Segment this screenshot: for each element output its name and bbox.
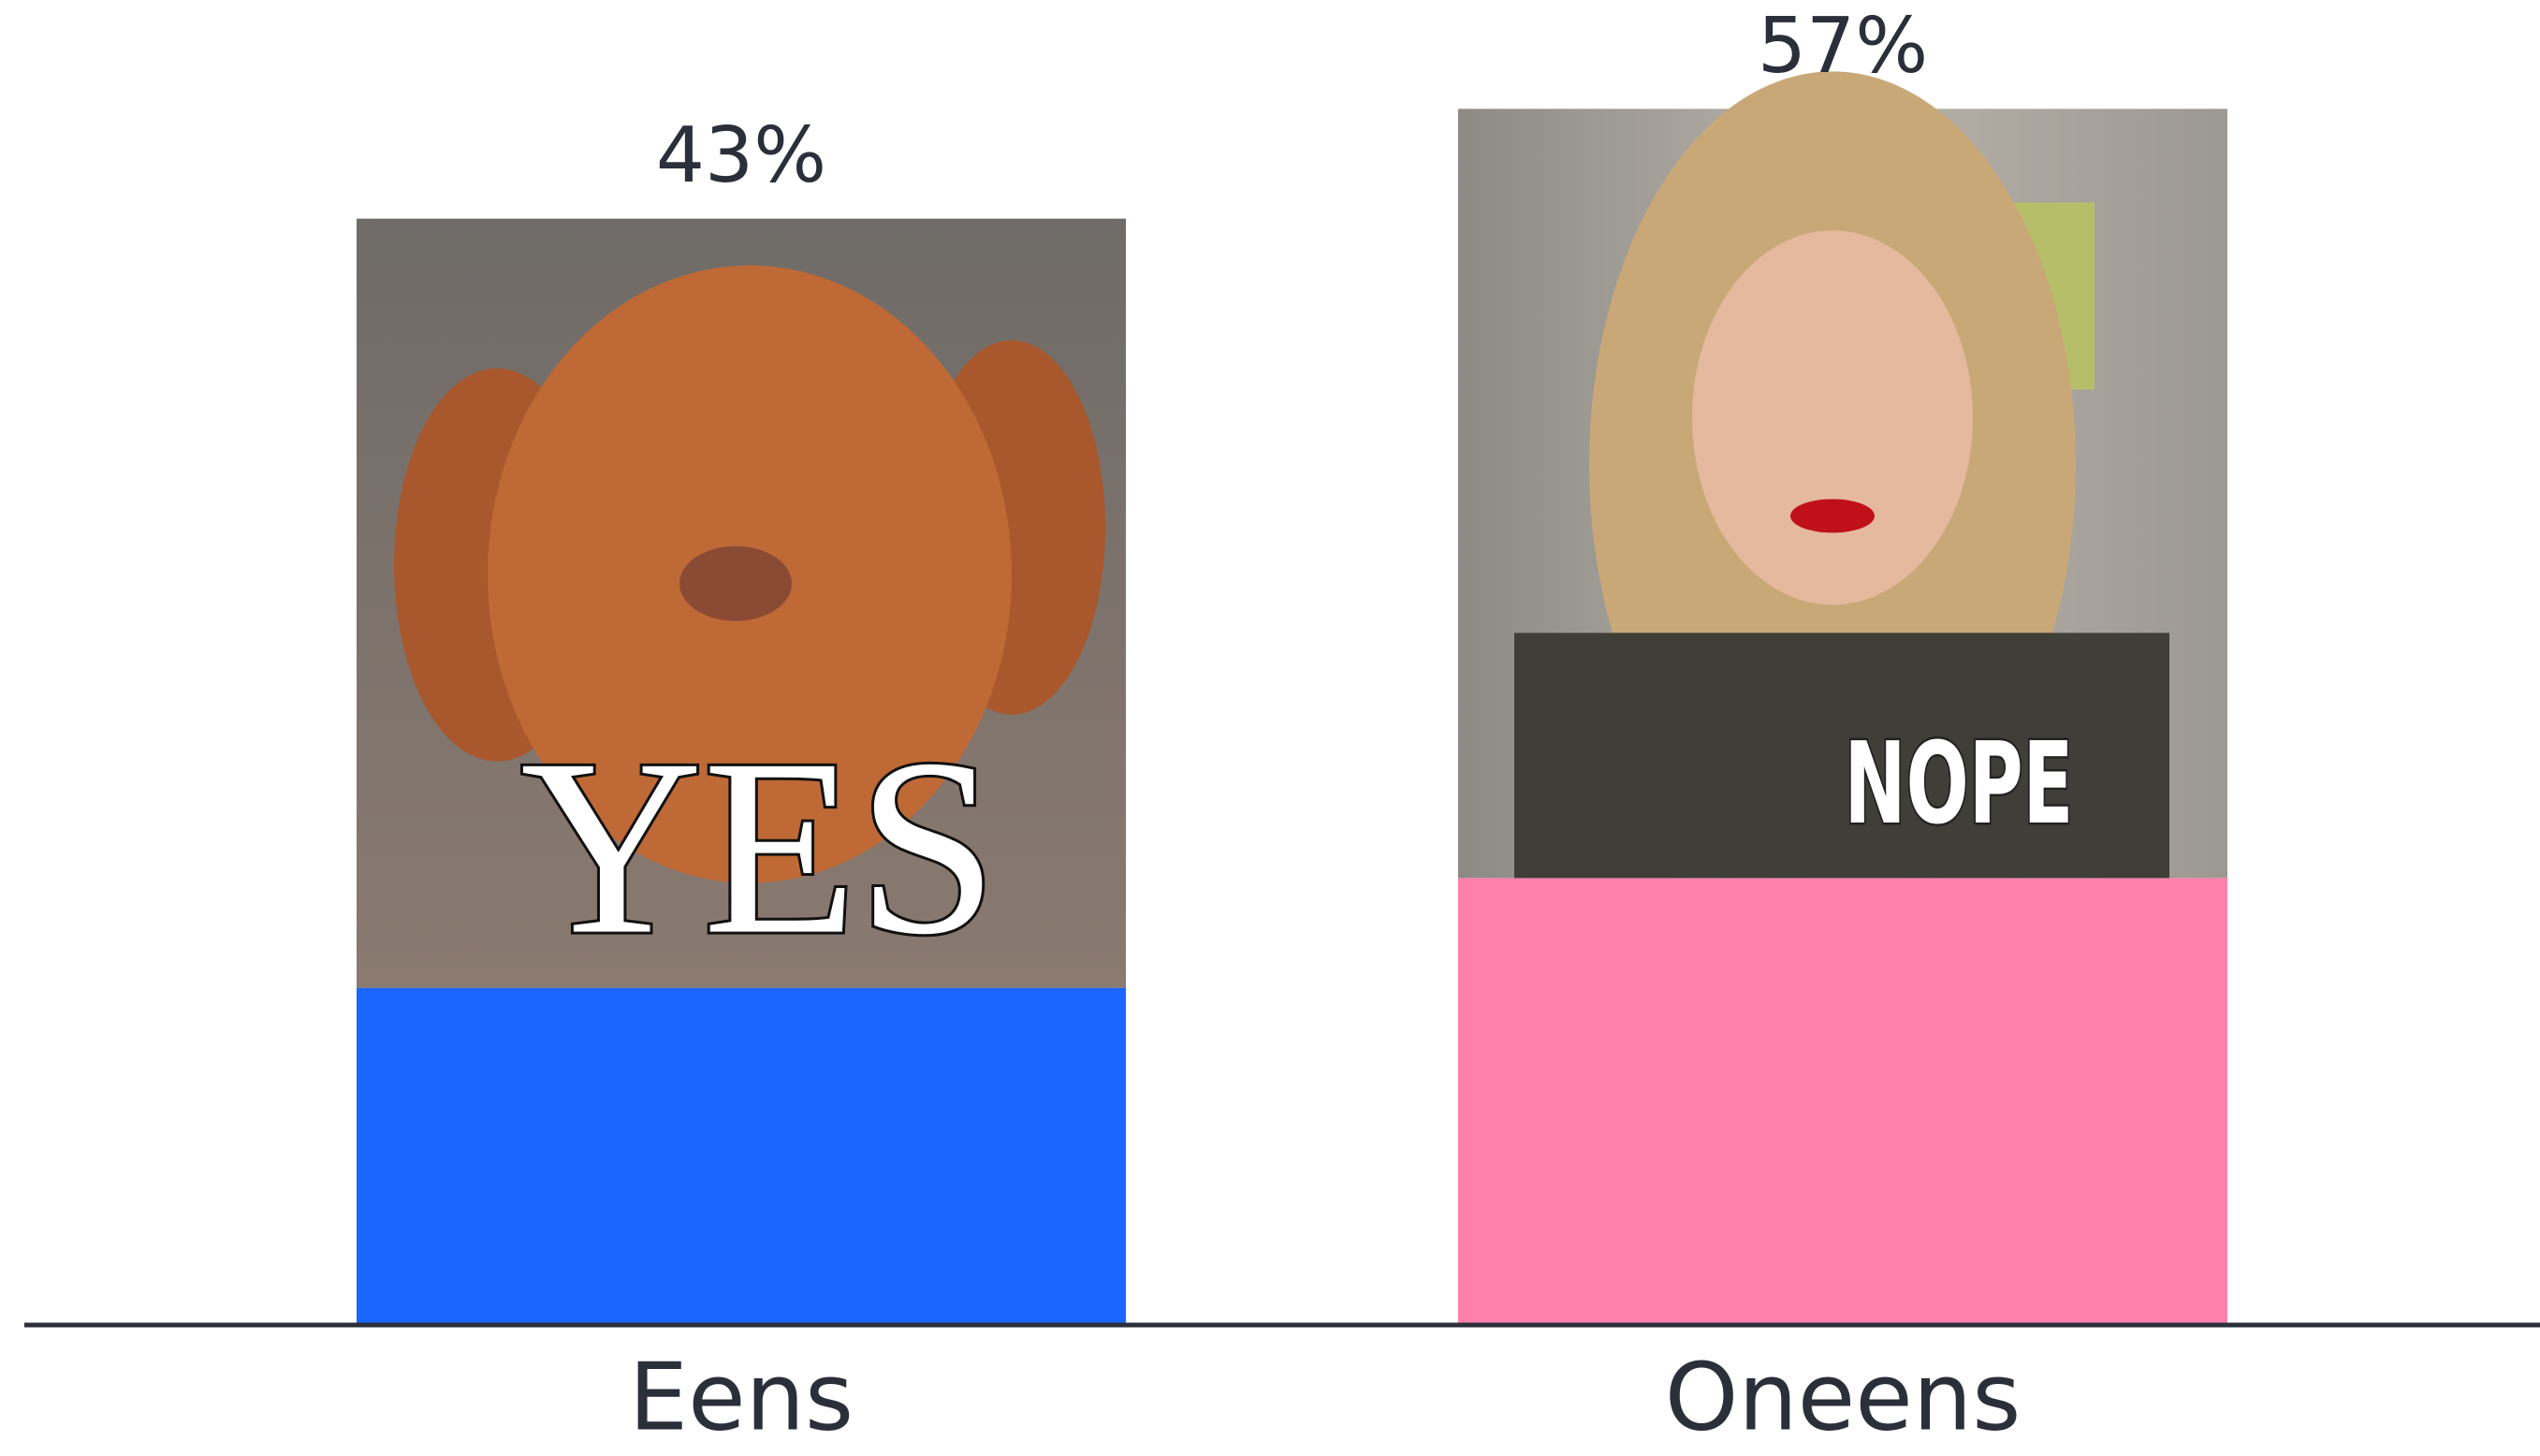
category-label: Eens bbox=[629, 1342, 854, 1451]
bar bbox=[1458, 878, 2227, 1325]
value-label: 43% bbox=[656, 111, 826, 200]
value-label: 57% bbox=[1758, 2, 1928, 91]
lips bbox=[1790, 499, 1875, 533]
face bbox=[1692, 230, 1973, 605]
gif-caption: YES bbox=[520, 707, 998, 987]
dog-nose bbox=[679, 546, 792, 621]
gif-caption: NOPE bbox=[1845, 720, 2074, 850]
bar bbox=[357, 987, 1126, 1325]
jacket bbox=[1514, 633, 2169, 879]
category-label: Oneens bbox=[1665, 1342, 2022, 1451]
